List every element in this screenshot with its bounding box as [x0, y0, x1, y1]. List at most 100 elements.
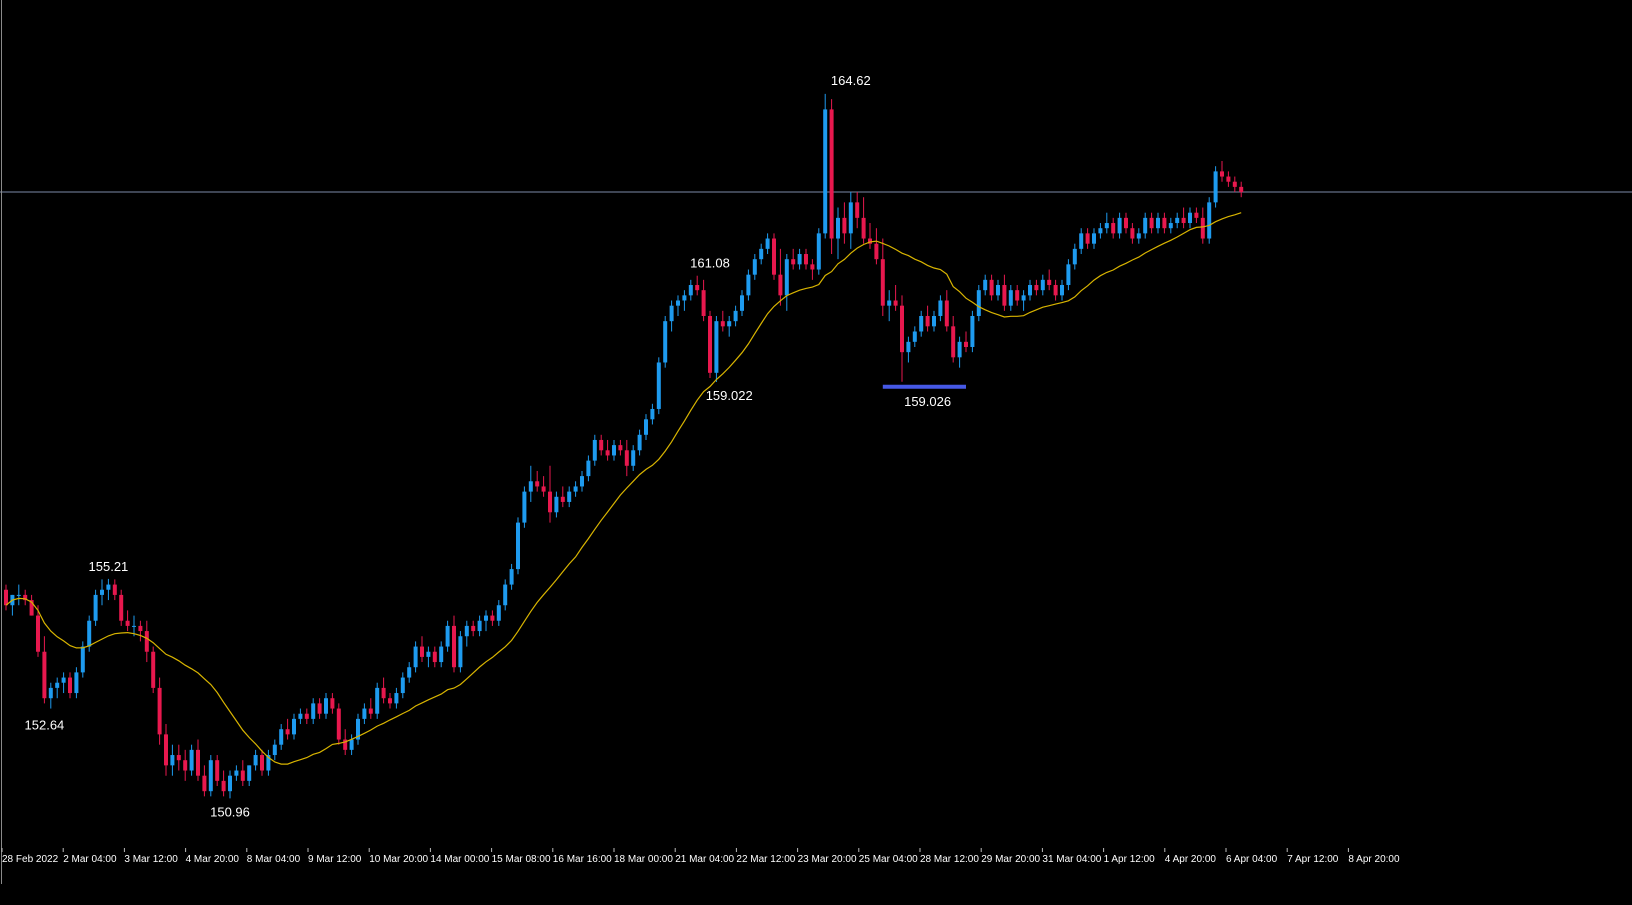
candle: [957, 336, 962, 368]
candle: [637, 429, 642, 456]
candle: [272, 739, 277, 761]
candle: [202, 765, 207, 797]
candle-body: [1060, 285, 1064, 296]
candle-body: [1047, 279, 1052, 286]
candle: [151, 646, 156, 694]
candle-body: [266, 755, 271, 771]
candle-body: [196, 749, 200, 776]
candle-body: [164, 734, 168, 766]
candle: [996, 279, 1000, 301]
candle: [682, 290, 687, 311]
candle: [740, 290, 744, 316]
candle: [1117, 212, 1122, 239]
candle: [669, 300, 674, 332]
x-tick-label: 28 Feb 2022: [2, 854, 59, 865]
candle: [816, 228, 821, 275]
x-tick-label: 18 Mar 00:00: [614, 854, 673, 865]
candle-body: [848, 202, 853, 234]
price-annotation-label: 150.96: [210, 804, 250, 819]
candle: [1111, 217, 1116, 239]
candle: [573, 481, 578, 497]
candle-body: [324, 698, 328, 714]
candle: [1188, 207, 1192, 229]
candle-body: [509, 569, 514, 585]
candle-body: [253, 755, 258, 766]
x-tick-label: 22 Mar 12:00: [736, 854, 795, 865]
candle-body: [100, 589, 104, 595]
candle: [1239, 181, 1244, 198]
candle-body: [1200, 217, 1205, 239]
candle: [880, 238, 885, 316]
candle: [112, 579, 117, 601]
candle-body: [855, 202, 860, 218]
x-tick-label: 25 Mar 04:00: [859, 854, 918, 865]
candle: [810, 259, 815, 280]
candle-body: [829, 109, 834, 239]
candle: [23, 589, 28, 606]
candle-body: [893, 300, 898, 306]
candle: [144, 620, 149, 663]
candle-body: [1175, 217, 1180, 224]
x-tick-label: 6 Apr 04:00: [1226, 854, 1278, 865]
candle: [1200, 207, 1205, 244]
candles-layer: [4, 93, 1244, 799]
candle-body: [573, 486, 578, 492]
candle-body: [484, 615, 488, 621]
candle: [221, 770, 226, 797]
candle-body: [458, 636, 463, 668]
candle-body: [61, 677, 66, 683]
candle: [823, 93, 828, 239]
candle: [772, 233, 776, 280]
candle: [720, 310, 725, 332]
candle-body: [548, 491, 552, 513]
x-tick-label: 2 Mar 04:00: [63, 854, 117, 865]
candle-body: [624, 450, 629, 466]
x-tick-label: 16 Mar 16:00: [553, 854, 612, 865]
candle: [964, 331, 968, 353]
candle: [503, 579, 508, 611]
candle: [938, 295, 943, 322]
candle-body: [880, 259, 885, 306]
candle: [708, 310, 712, 378]
candle-body: [189, 749, 194, 771]
candle: [1136, 228, 1141, 244]
candle: [381, 677, 386, 704]
candle: [1085, 228, 1090, 249]
candle: [445, 620, 450, 652]
x-tick-label: 28 Mar 12:00: [920, 854, 979, 865]
candle: [247, 765, 252, 787]
candle-body: [1239, 186, 1244, 193]
candle: [868, 223, 872, 249]
x-tick-label: 21 Mar 04:00: [675, 854, 734, 865]
candle: [432, 646, 437, 668]
candle-body: [16, 594, 21, 596]
candle: [509, 563, 514, 590]
candle: [1194, 207, 1199, 224]
candle-body: [1162, 217, 1167, 229]
candle-body: [1104, 223, 1109, 229]
candle-body: [631, 450, 636, 466]
candle-body: [349, 739, 354, 750]
candle: [887, 290, 892, 322]
candle: [605, 439, 610, 461]
candle: [944, 290, 949, 332]
candle: [874, 228, 879, 265]
price-annotation-label: 155.21: [89, 559, 129, 574]
candle-body: [740, 295, 744, 311]
candle-body: [1085, 233, 1090, 244]
candle-body: [74, 672, 79, 694]
candle: [906, 336, 911, 363]
candle-body: [29, 600, 34, 616]
candle-body: [1002, 285, 1007, 306]
candle: [420, 636, 424, 663]
candle: [1028, 279, 1032, 301]
candle: [132, 615, 136, 637]
candle-body: [682, 295, 687, 301]
candle: [1181, 207, 1186, 229]
candle: [164, 724, 168, 776]
candle-body: [1149, 217, 1154, 229]
candle: [752, 254, 757, 280]
candle-body: [356, 718, 360, 740]
x-tick-label: 29 Mar 20:00: [981, 854, 1040, 865]
